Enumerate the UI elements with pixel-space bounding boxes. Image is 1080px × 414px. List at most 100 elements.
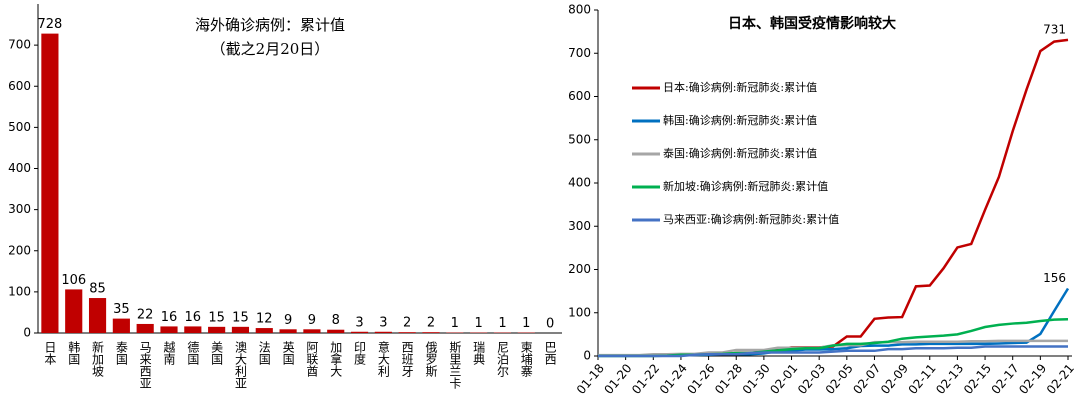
y-tick-label: 800 — [568, 3, 591, 17]
legend-label: 新加坡:确诊病例:新冠肺炎:累计值 — [663, 179, 828, 193]
data-label: 0 — [546, 317, 554, 332]
bar — [398, 332, 416, 333]
bar — [231, 326, 250, 333]
data-label: 9 — [284, 313, 292, 328]
legend-label: 泰国:确诊病例:新冠肺炎:累计值 — [663, 146, 817, 160]
bar — [41, 33, 59, 334]
x-tick-label: 02-09 — [878, 361, 911, 397]
x-tick-label: 韩国 — [67, 340, 81, 365]
y-tick-label: 600 — [568, 89, 591, 103]
y-tick-label: 200 — [8, 243, 31, 257]
x-tick-label: 日本 — [43, 341, 57, 366]
data-label: 15 — [232, 310, 249, 325]
data-label: 8 — [332, 313, 340, 328]
data-label: 35 — [113, 302, 130, 317]
x-tick-label: 02-11 — [906, 361, 939, 397]
x-tick-label: 尼泊尔 — [495, 341, 509, 377]
y-tick-label: 500 — [8, 120, 31, 134]
x-tick-label: 01-28 — [712, 361, 745, 397]
data-label: 1 — [451, 316, 459, 331]
data-label: 106 — [61, 273, 86, 288]
data-label: 731 — [1043, 22, 1066, 36]
data-label: 3 — [379, 315, 387, 330]
y-tick-label: 700 — [8, 38, 31, 52]
y-tick-label: 100 — [568, 305, 591, 319]
bar — [303, 329, 321, 333]
y-tick-label: 300 — [8, 202, 31, 216]
legend-label: 韩国:确诊病例:新冠肺炎:累计值 — [663, 113, 817, 127]
data-label: 1 — [474, 316, 482, 331]
x-tick-label: 印度 — [353, 341, 367, 365]
y-tick-label: 0 — [23, 326, 31, 340]
x-tick-label: 02-03 — [795, 361, 828, 397]
chart-subtitle: （截之2月20日） — [211, 40, 330, 58]
y-tick-label: 400 — [568, 176, 591, 190]
bar — [327, 329, 345, 333]
x-tick-label: 西班牙 — [400, 341, 414, 377]
data-label: 12 — [256, 312, 273, 327]
data-label: 1 — [498, 316, 506, 331]
data-label: 2 — [427, 316, 435, 331]
bar — [88, 298, 107, 333]
y-tick-label: 500 — [568, 132, 591, 146]
x-tick-label: 英国 — [281, 341, 295, 365]
x-tick-label: 俄罗斯 — [424, 341, 438, 378]
x-tick-label: 01-20 — [601, 361, 634, 397]
bar — [184, 326, 202, 333]
data-label: 1 — [522, 316, 530, 331]
data-label: 16 — [185, 310, 202, 325]
x-tick-label: 斯里兰卡 — [448, 341, 462, 389]
data-label: 16 — [161, 310, 178, 325]
y-tick-label: 600 — [8, 79, 31, 93]
series-line — [598, 345, 1068, 358]
x-tick-label: 美国 — [210, 341, 224, 365]
y-tick-label: 400 — [8, 161, 31, 175]
chart-title: 海外确诊病例：累计值 — [195, 16, 345, 34]
data-label: 15 — [208, 310, 225, 325]
x-tick-label: 巴西 — [543, 341, 557, 365]
x-tick-label: 02-21 — [1044, 361, 1077, 397]
x-tick-label: 01-30 — [740, 361, 773, 397]
x-tick-label: 02-19 — [1016, 361, 1049, 397]
x-tick-label: 02-07 — [850, 361, 883, 397]
x-tick-label: 瑞典 — [472, 341, 486, 365]
y-tick-label: 100 — [8, 284, 31, 298]
y-tick-label: 0 — [583, 349, 591, 363]
x-tick-label: 加拿大 — [329, 341, 343, 377]
y-tick-label: 300 — [568, 219, 591, 233]
bar — [112, 318, 130, 333]
x-tick-label: 柬埔寨 — [519, 341, 533, 377]
y-tick-label: 200 — [568, 262, 591, 276]
bar — [136, 323, 154, 333]
x-tick-label: 德国 — [186, 340, 200, 365]
x-tick-label: 越南 — [162, 341, 176, 365]
bar — [374, 331, 392, 333]
x-tick-label: 01-24 — [657, 361, 690, 397]
data-label: 728 — [37, 17, 62, 32]
bar — [422, 332, 440, 333]
x-tick-label: 阿联酋 — [305, 341, 319, 377]
x-tick-label: 01-22 — [629, 361, 662, 397]
bar — [160, 326, 178, 333]
x-tick-label: 02-13 — [933, 361, 966, 397]
x-tick-label: 02-15 — [961, 361, 994, 397]
x-tick-label: 01-26 — [684, 361, 717, 397]
x-tick-label: 泰国 — [114, 341, 128, 365]
y-tick-label: 700 — [568, 46, 591, 60]
x-tick-label: 01-18 — [574, 361, 607, 397]
data-label: 9 — [308, 313, 316, 328]
x-tick-label: 02-01 — [767, 361, 800, 397]
chart-title: 日本、韩国受疫情影响较大 — [728, 15, 896, 32]
x-tick-label: 02-17 — [989, 361, 1022, 397]
x-tick-label: 新加坡 — [91, 340, 105, 377]
data-label: 85 — [89, 282, 106, 297]
x-tick-label: 马来西亚 — [138, 341, 152, 389]
bar — [208, 326, 226, 333]
data-label: 3 — [355, 315, 363, 330]
data-label: 22 — [137, 307, 154, 322]
bar — [255, 328, 273, 333]
x-tick-label: 意大利 — [376, 340, 390, 377]
bar — [350, 331, 369, 333]
x-tick-label: 02-05 — [823, 361, 856, 397]
